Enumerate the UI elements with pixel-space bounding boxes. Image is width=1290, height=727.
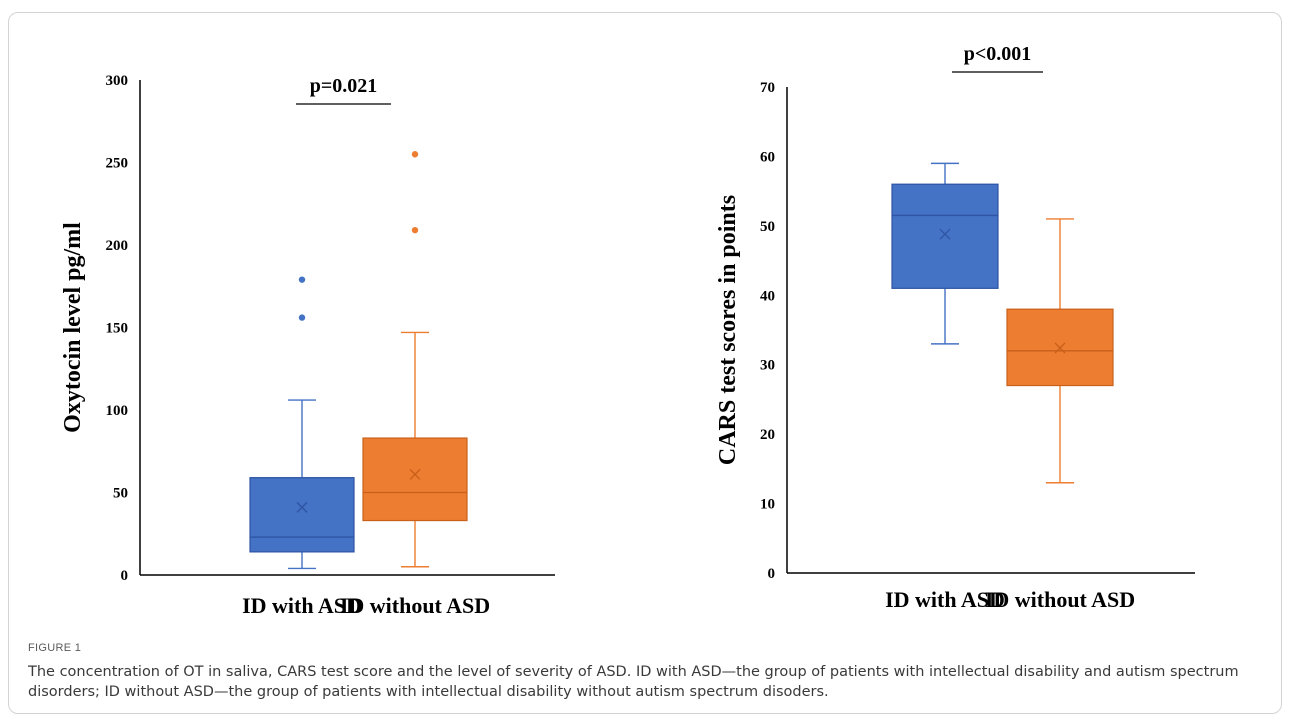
y-axis-title: Oxytocin level pg/ml <box>60 222 86 433</box>
mean-marker <box>409 468 421 480</box>
y-tick-label: 50 <box>113 486 128 502</box>
figure-caption: The concentration of OT in saliva, CARS … <box>28 664 1239 700</box>
y-tick-label: 100 <box>106 403 129 419</box>
mean-marker <box>296 501 308 513</box>
box-group-no-asd <box>1006 218 1114 484</box>
outlier-point <box>411 226 419 234</box>
outlier-point <box>411 151 419 158</box>
y-tick-label: 150 <box>106 321 129 337</box>
chart-1: 0 50 100 150 200 250 300 Oxytocin level pg/ml ID… <box>60 73 555 618</box>
y-tick-label: 250 <box>106 156 129 172</box>
y-tick-label: 200 <box>106 238 129 254</box>
y-tick-label: 10 <box>760 497 775 513</box>
outlier-point <box>298 314 306 321</box>
significance-label: p=0.021 <box>310 75 378 97</box>
y-tick-label: 40 <box>760 288 775 304</box>
y-tick-label: 300 <box>106 73 129 89</box>
y-tick-label: 30 <box>760 358 775 374</box>
x-category-label: ID without ASD <box>340 593 490 618</box>
x-category-label: ID with ASD <box>885 587 1005 612</box>
box-group-asd <box>891 162 999 345</box>
y-tick-label: 20 <box>760 427 775 443</box>
y-axis-title: CARS test scores in points <box>715 195 741 465</box>
iqr-box <box>891 183 999 289</box>
x-category-label: ID with ASD <box>242 593 362 618</box>
iqr-box <box>249 477 355 553</box>
y-tick-label: 70 <box>760 80 775 96</box>
y-tick-label: 0 <box>121 568 129 584</box>
box-group-no-asd <box>362 151 468 568</box>
significance-label: p<0.001 <box>964 43 1032 65</box>
chart-2: 0 10 20 30 40 50 60 70 CARS test scores in point… <box>715 43 1195 612</box>
figure-label: FIGURE 1 <box>28 642 82 654</box>
mean-marker <box>939 228 951 240</box>
box-group-asd <box>249 276 355 570</box>
y-tick-label: 0 <box>768 566 776 582</box>
outlier-point <box>298 276 306 283</box>
iqr-box <box>362 437 468 522</box>
x-category-label: ID without ASD <box>985 587 1135 612</box>
y-tick-label: 60 <box>760 149 775 165</box>
y-tick-label: 50 <box>760 219 775 235</box>
mean-marker <box>1054 342 1066 354</box>
